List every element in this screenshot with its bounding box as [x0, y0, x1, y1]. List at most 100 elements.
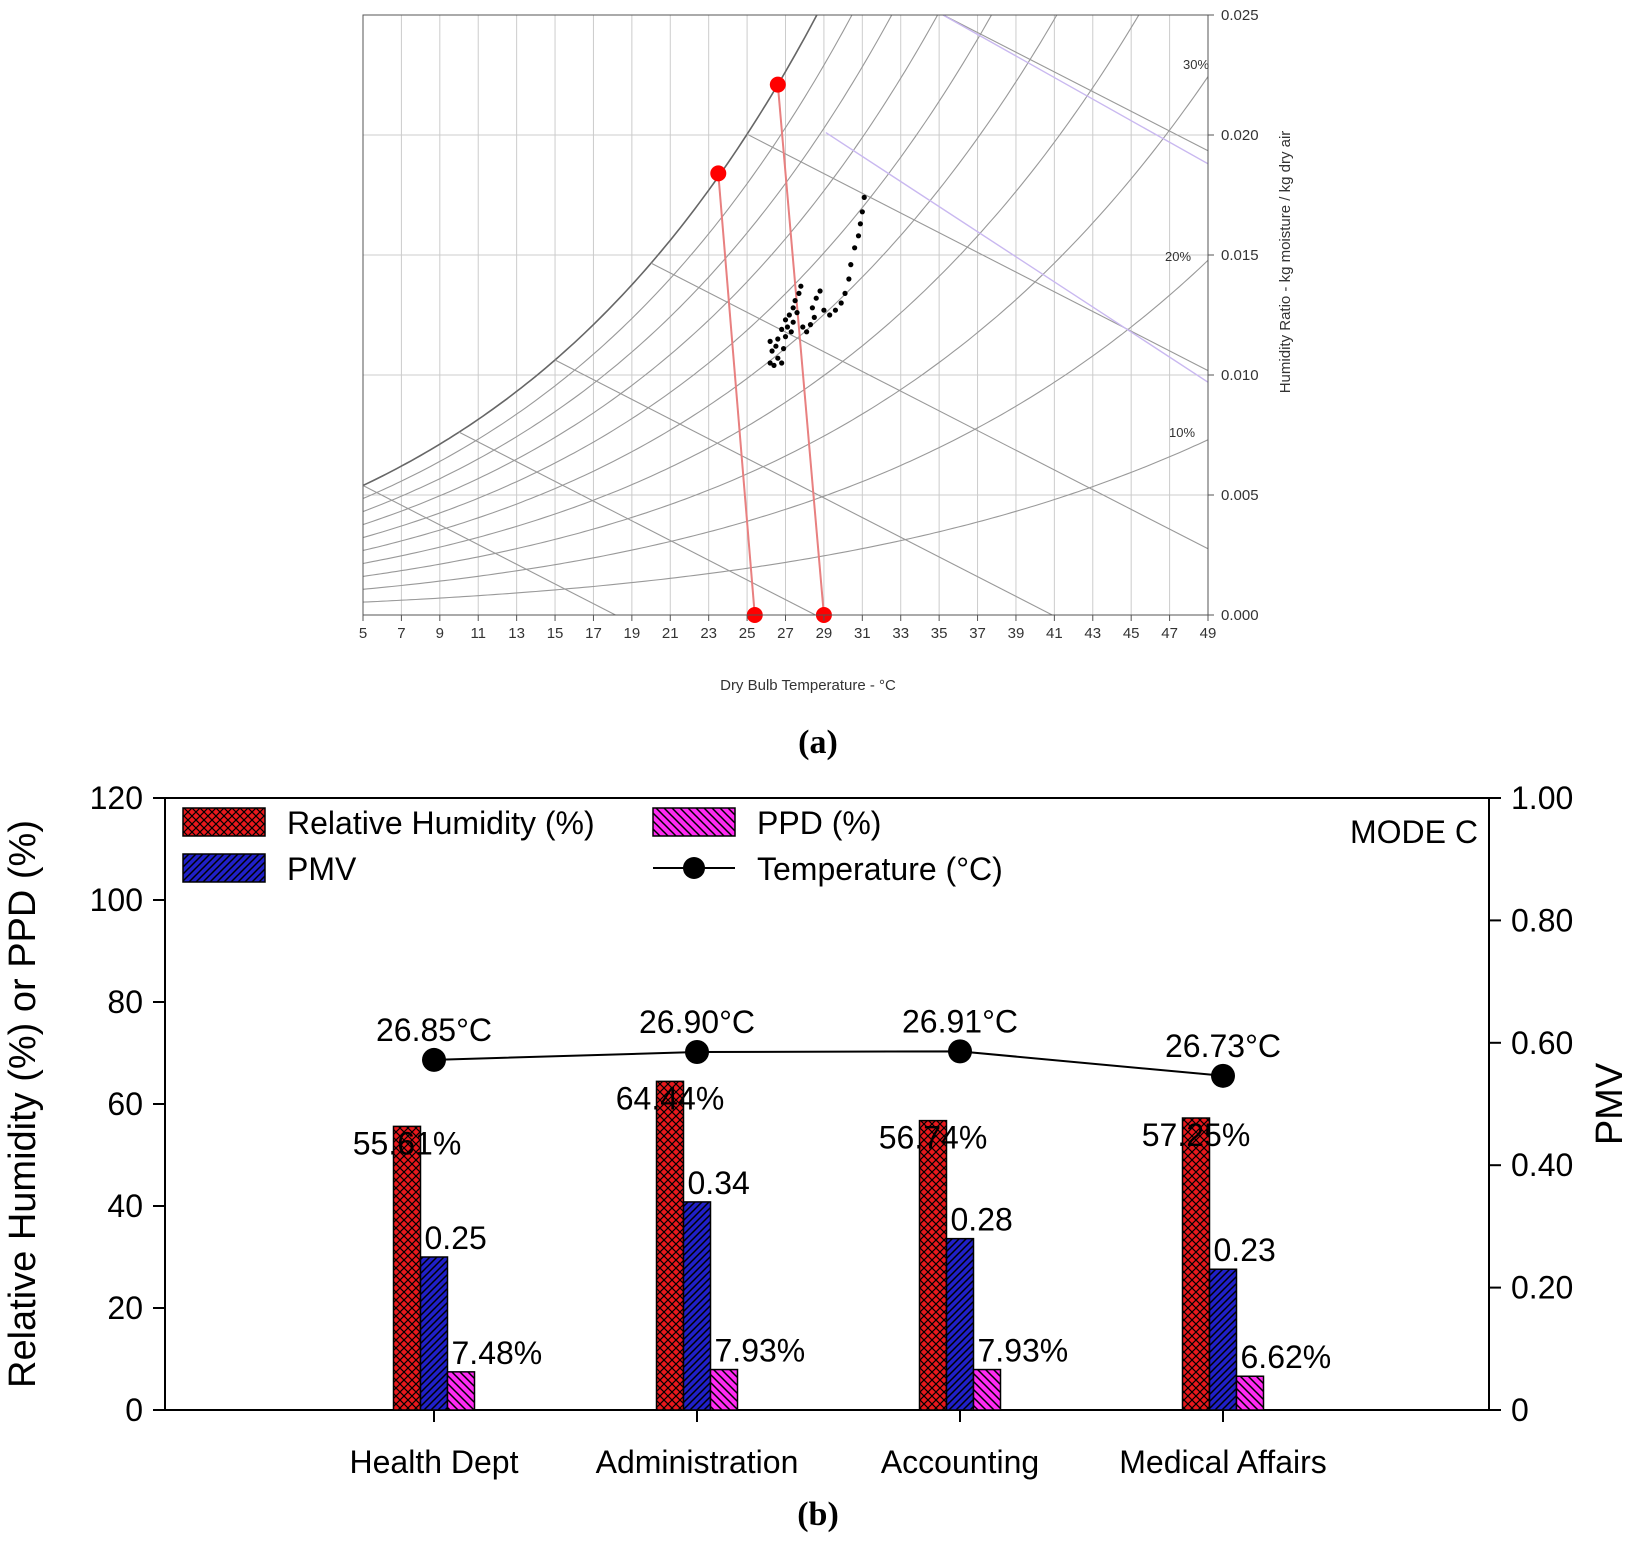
psychro-x-tick-label: 9	[436, 625, 444, 642]
psychro-x-tick-label: 43	[1084, 625, 1101, 642]
left-y-tick-label: 80	[107, 984, 143, 1020]
rh-curve	[363, 259, 1208, 590]
psychro-x-tick-label: 27	[777, 625, 794, 642]
temperature-marker	[685, 1039, 709, 1064]
rh-curve	[363, 15, 993, 539]
psychro-curves	[363, 0, 1641, 615]
measured-point	[821, 307, 827, 313]
psychro-y-tick-label: 0.015	[1221, 247, 1259, 264]
data-label-rh: 64.44%	[616, 1080, 725, 1116]
data-label-rh: 55.61%	[353, 1125, 462, 1161]
legend-label-rh: Relative Humidity (%)	[287, 805, 595, 841]
psychro-x-tick-label: 23	[700, 625, 717, 642]
rh-curve	[363, 439, 1208, 603]
bar-pmv	[682, 1201, 712, 1411]
legend-swatch-pmv	[182, 853, 266, 883]
psychro-x-tick-label: 5	[359, 625, 367, 642]
legend-label-ppd: PPD (%)	[757, 805, 881, 841]
legend-swatch-rh	[182, 807, 266, 837]
measured-point	[784, 324, 791, 330]
psychro-x-tick-label: 31	[854, 625, 871, 642]
rh-curve	[363, 15, 1058, 552]
right-y-tick-label: 0.40	[1511, 1147, 1573, 1183]
measured-point	[794, 310, 800, 316]
bar-pmv	[945, 1237, 975, 1411]
bar-plot-frame	[164, 797, 1490, 1411]
measured-point	[807, 322, 814, 328]
rh-curve	[363, 15, 1140, 565]
left-y-ticks: 0 20 40 60 80 100 120	[90, 780, 165, 1428]
measured-points	[767, 194, 867, 368]
psychro-x-tick-label: 41	[1046, 625, 1063, 642]
rh-label-20: 20%	[1165, 249, 1191, 264]
psychro-x-tick-label: 13	[508, 625, 525, 642]
panel-a-label: (a)	[798, 724, 838, 761]
legend-swatch-ppd	[652, 807, 736, 837]
left-y-tick-label: 0	[125, 1392, 143, 1428]
measured-point	[842, 290, 848, 296]
legend-marker-temp	[683, 857, 705, 879]
measured-point	[809, 305, 815, 311]
measured-point	[773, 343, 779, 349]
wetbulb-line	[942, 15, 1208, 152]
wetbulb-line	[554, 359, 1053, 615]
right-y-ticks: 0 0.20 0.40 0.60 0.80 1.00	[1489, 780, 1573, 1428]
right-y-tick-label: 0.60	[1511, 1025, 1573, 1061]
right-y-tick-label: 0.20	[1511, 1270, 1573, 1306]
wetbulb-line	[363, 484, 616, 615]
measured-point	[767, 360, 773, 366]
wetbulb-line	[1035, 0, 1641, 615]
right-y-tick-label: 0.80	[1511, 902, 1573, 938]
measured-point	[813, 295, 819, 301]
measured-point	[775, 336, 781, 342]
psychro-x-tick-label: 29	[816, 625, 833, 642]
measured-point	[792, 298, 798, 304]
measured-point	[811, 314, 817, 320]
left-y-tick-label: 60	[107, 1086, 143, 1122]
bar-relative-humidity	[1181, 1117, 1211, 1411]
measured-point	[775, 355, 781, 361]
legend-label-pmv: PMV	[287, 851, 357, 887]
measured-point	[827, 312, 833, 318]
temperature-marker	[1211, 1063, 1235, 1088]
measured-point	[855, 233, 862, 239]
psychro-y-ticks: 0.000 0.005 0.010 0.015 0.020 0.025	[1208, 7, 1259, 624]
measured-point	[800, 324, 806, 330]
psychro-x-axis-label: Dry Bulb Temperature - °C	[720, 677, 896, 694]
category-label: Medical Affairs	[1119, 1444, 1327, 1480]
measured-point	[796, 290, 802, 296]
comfort-zone-corner-point	[710, 165, 727, 182]
rh-curve	[363, 15, 939, 526]
psychro-y-tick-label: 0.005	[1221, 487, 1259, 504]
left-y-tick-label: 100	[90, 882, 143, 918]
measured-point	[771, 362, 777, 368]
mode-annotation: MODE C	[1350, 814, 1478, 850]
right-y-tick-label: 0	[1511, 1392, 1529, 1428]
bar-ppd	[972, 1368, 1002, 1411]
category-ticks: Health Dept Administration Accounting Medic…	[350, 1410, 1327, 1480]
left-y-tick-label: 40	[107, 1188, 143, 1224]
wetbulb-line	[746, 133, 1208, 372]
psychro-x-ticks: 5 7 9 11 13 15 17 19 21 23 25 27 29 31 33 35 37 39 41 43 45 4…	[359, 615, 1217, 642]
temperature-line	[422, 1039, 1235, 1088]
data-label-ppd: 7.93%	[715, 1333, 806, 1369]
panel-b-label: (b)	[797, 1496, 839, 1533]
rh-curve	[363, 15, 853, 500]
panel-b-bar-chart: 0 20 40 60 80 100 120 0 0.20 0.40 0.60 0.80 1.00 He…	[2, 780, 1631, 1533]
measured-point	[861, 194, 867, 200]
rh-curve	[363, 15, 893, 513]
category-label: Administration	[596, 1444, 799, 1480]
psychro-y-axis-label: Humidity Ratio - kg moisture / kg dry ai…	[1277, 131, 1294, 394]
data-label-temperature: 26.85°C	[376, 1012, 492, 1048]
right-y-tick-label: 1.00	[1511, 780, 1573, 816]
rh-curve	[363, 76, 1208, 577]
bars	[392, 1080, 1265, 1411]
measured-point	[780, 346, 787, 352]
psychro-x-tick-label: 37	[969, 625, 986, 642]
rh-label-10: 10%	[1169, 425, 1195, 440]
psychro-x-tick-label: 11	[470, 625, 486, 642]
psychro-x-tick-label: 49	[1200, 625, 1217, 642]
data-label-temperature: 26.73°C	[1165, 1028, 1281, 1064]
measured-point	[782, 317, 789, 323]
measured-point	[786, 312, 792, 318]
